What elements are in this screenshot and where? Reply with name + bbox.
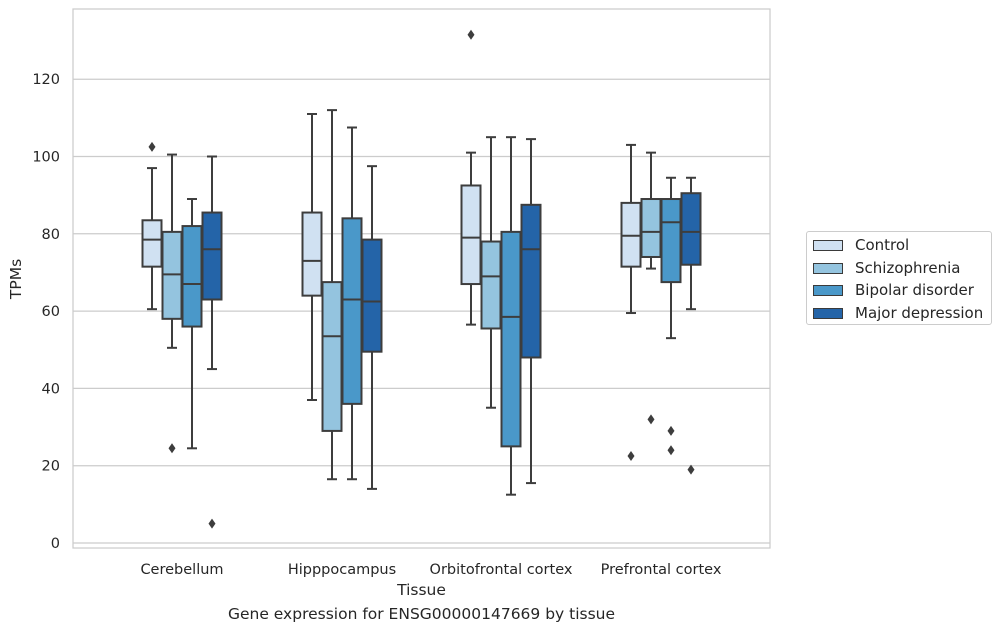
box-body bbox=[141, 219, 163, 268]
box bbox=[161, 153, 183, 454]
box bbox=[520, 138, 542, 485]
legend-label-bipolar-disorder: Bipolar disorder bbox=[855, 281, 974, 299]
box bbox=[640, 151, 662, 425]
outlier-point bbox=[627, 451, 635, 462]
x-tick-labels: Cerebellum Hipppocampus Orbitofrontal cort… bbox=[140, 562, 721, 578]
legend-label-schizophrenia: Schizophrenia bbox=[855, 259, 961, 277]
box bbox=[301, 112, 323, 401]
box-body bbox=[201, 211, 223, 301]
legend-swatch-major-depression bbox=[813, 307, 843, 319]
box-body bbox=[640, 198, 662, 258]
legend-label-major-depression: Major depression bbox=[855, 304, 984, 322]
outlier-point bbox=[647, 414, 655, 425]
box bbox=[660, 176, 682, 456]
box bbox=[460, 29, 482, 326]
legend-swatch-schizophrenia bbox=[813, 262, 843, 274]
y-tick-label: 80 bbox=[42, 227, 60, 243]
box bbox=[620, 143, 642, 462]
outlier-point bbox=[208, 518, 216, 529]
x-tick-label: Hipppocampus bbox=[288, 562, 396, 578]
legend-item-schizophrenia: Schizophrenia bbox=[813, 258, 960, 278]
box-body bbox=[341, 217, 363, 405]
x-tick-label: Prefrontal cortex bbox=[601, 562, 722, 578]
outlier-point bbox=[467, 29, 475, 40]
y-tick-label: 0 bbox=[51, 536, 60, 552]
legend: Control Schizophrenia Bipolar disorder M… bbox=[806, 231, 992, 325]
x-tick-label: Cerebellum bbox=[140, 562, 223, 578]
box-body bbox=[500, 230, 522, 448]
outlier-point bbox=[667, 445, 675, 456]
legend-item-bipolar-disorder: Bipolar disorder bbox=[813, 280, 974, 300]
box-body bbox=[361, 238, 383, 353]
box-body bbox=[480, 240, 502, 330]
box-body bbox=[301, 211, 323, 297]
y-tick-label: 20 bbox=[42, 459, 60, 475]
box-body bbox=[181, 225, 203, 328]
legend-swatch-bipolar-disorder bbox=[813, 284, 843, 296]
plot-frame bbox=[72, 8, 771, 549]
figure-caption: Gene expression for ENSG00000147669 by t… bbox=[227, 605, 616, 623]
box bbox=[181, 198, 203, 450]
x-axis-label: Tissue bbox=[396, 581, 446, 599]
outlier-point bbox=[168, 443, 176, 454]
box-body bbox=[520, 203, 542, 359]
outlier-point bbox=[667, 425, 675, 436]
box bbox=[680, 176, 702, 475]
y-tick-labels: 0 20 40 60 80 100 120 bbox=[32, 72, 60, 552]
box-body bbox=[680, 192, 702, 266]
box-body bbox=[321, 281, 343, 432]
box bbox=[201, 155, 223, 529]
y-tick-label: 120 bbox=[32, 72, 60, 88]
y-tick-label: 100 bbox=[32, 150, 60, 166]
box bbox=[500, 136, 522, 496]
legend-label-control: Control bbox=[855, 236, 910, 254]
legend-item-major-depression: Major depression bbox=[813, 303, 983, 323]
legend-swatch-control bbox=[813, 239, 843, 251]
box-series bbox=[141, 29, 702, 529]
box bbox=[361, 165, 383, 490]
outlier-point bbox=[148, 141, 156, 152]
y-tick-label: 60 bbox=[42, 304, 60, 320]
box bbox=[341, 126, 363, 481]
box-body bbox=[660, 198, 682, 284]
box bbox=[141, 141, 163, 311]
y-tick-label: 40 bbox=[42, 381, 60, 397]
box bbox=[321, 109, 343, 481]
legend-item-control: Control bbox=[813, 235, 909, 255]
box bbox=[480, 136, 502, 409]
y-axis-label: TPMs bbox=[7, 259, 25, 300]
outlier-point bbox=[687, 464, 695, 475]
x-tick-label: Orbitofrontal cortex bbox=[430, 562, 573, 578]
box-body bbox=[460, 184, 482, 286]
